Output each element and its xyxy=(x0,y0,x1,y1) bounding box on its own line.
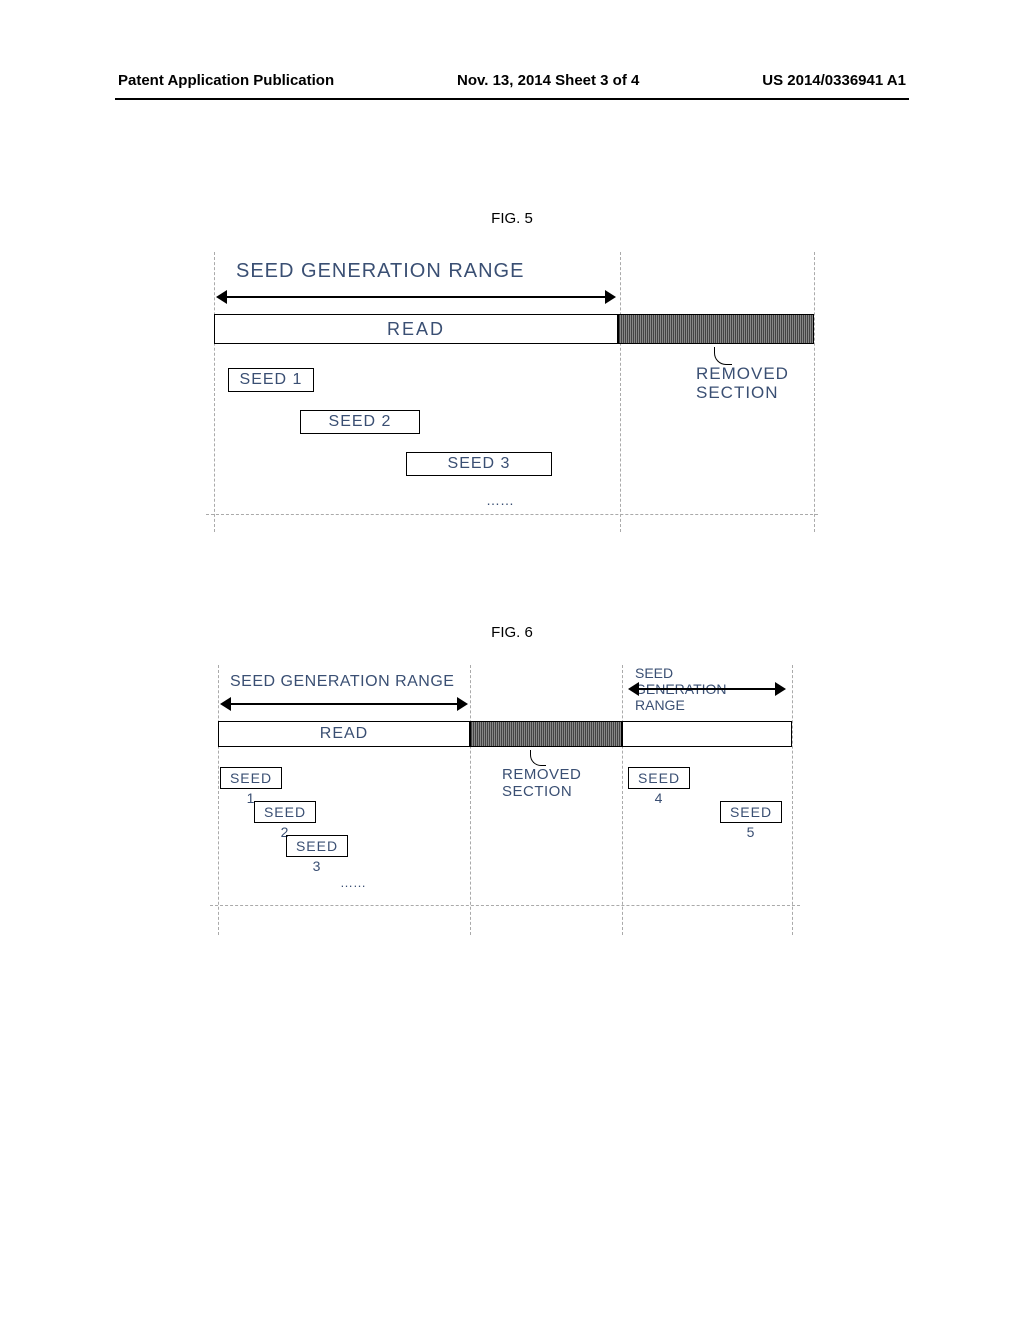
fig5-range-title: SEED GENERATION RANGE xyxy=(236,260,524,283)
fig5-removed-label: REMOVED SECTION xyxy=(696,365,789,402)
header-left: Patent Application Publication xyxy=(118,72,334,89)
fig6-removed-bar xyxy=(470,721,622,747)
fig5-dashed-bottom xyxy=(206,514,818,515)
fig6-blank-bar xyxy=(622,721,792,747)
fig6-label: FIG. 6 xyxy=(0,624,1024,641)
fig5-seed-2: SEED 2 xyxy=(300,410,420,434)
removed-line1: REMOVED xyxy=(696,364,789,383)
fig6-dashed-v4 xyxy=(792,665,793,935)
arrow-line xyxy=(224,296,608,298)
fig5-diagram: SEED GENERATION RANGE READ REMOVED SECTI… xyxy=(206,252,818,532)
removed-line1: REMOVED xyxy=(502,766,581,783)
header-center: Nov. 13, 2014 Sheet 3 of 4 xyxy=(457,72,639,89)
removed-line2: SECTION xyxy=(502,783,572,800)
arrow-right-icon xyxy=(605,290,616,304)
fig5-read-bar: READ xyxy=(214,314,618,344)
fig6-seed-4: SEED 4 xyxy=(628,767,690,789)
fig6-seed-2: SEED 2 xyxy=(254,801,316,823)
header-right: US 2014/0336941 A1 xyxy=(762,72,906,89)
header-rule xyxy=(115,98,909,100)
fig5-seed-1: SEED 1 xyxy=(228,368,314,392)
fig6-dashed-v3 xyxy=(622,665,623,935)
fig6-range-arrow-right xyxy=(628,682,786,694)
fig6-dashed-bottom xyxy=(210,905,800,906)
fig6-seed-3: SEED 3 xyxy=(286,835,348,857)
fig5-ellipsis: …… xyxy=(486,492,514,508)
fig5-removed-bar xyxy=(618,314,814,344)
fig5-range-arrow xyxy=(216,290,616,304)
fig6-removed-label: REMOVED SECTION xyxy=(502,767,581,800)
fig6-diagram: SEED GENERATION RANGE SEED GENERATION RA… xyxy=(210,665,800,935)
arrow-line xyxy=(228,703,460,705)
arrow-right-icon xyxy=(775,682,786,696)
fig6-read-bar: READ xyxy=(218,721,470,747)
fig6-dashed-v1 xyxy=(218,665,219,935)
fig6-callout-curve xyxy=(530,750,546,766)
fig5-callout-curve xyxy=(714,347,732,365)
removed-line2: SECTION xyxy=(696,383,779,402)
fig5-dashed-v1 xyxy=(214,252,215,532)
range-r-line1: SEED xyxy=(635,665,673,681)
fig6-ellipsis: …… xyxy=(340,875,366,890)
page-header: Patent Application Publication Nov. 13, … xyxy=(0,72,1024,89)
fig6-dashed-v2 xyxy=(470,665,471,935)
fig5-seed-3: SEED 3 xyxy=(406,452,552,476)
fig6-seed-1: SEED 1 xyxy=(220,767,282,789)
fig6-range-arrow-left xyxy=(220,697,468,709)
arrow-line xyxy=(636,688,778,690)
range-r-line3: RANGE xyxy=(635,697,685,713)
fig6-range-title-left: SEED GENERATION RANGE xyxy=(230,673,454,691)
fig5-label: FIG. 5 xyxy=(0,210,1024,227)
arrow-right-icon xyxy=(457,697,468,711)
fig5-dashed-v3 xyxy=(814,252,815,532)
fig5-dashed-v2 xyxy=(620,252,621,532)
fig6-seed-5: SEED 5 xyxy=(720,801,782,823)
